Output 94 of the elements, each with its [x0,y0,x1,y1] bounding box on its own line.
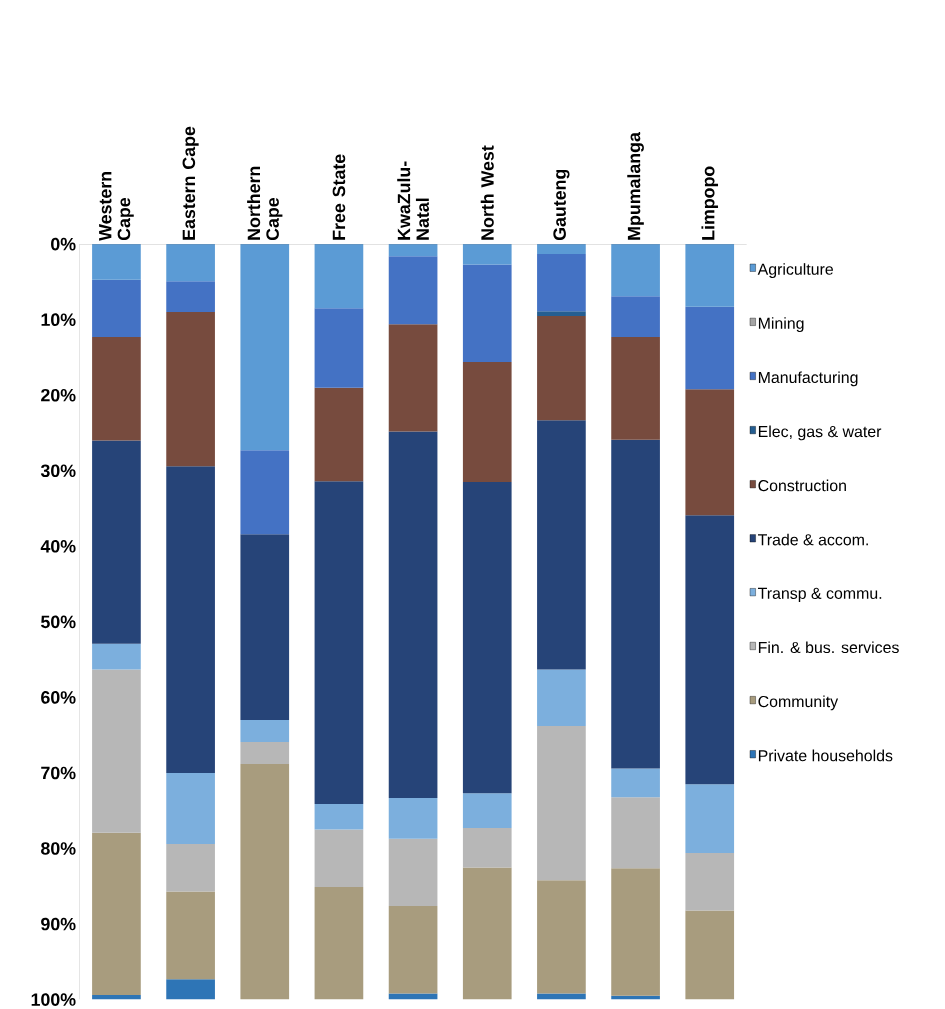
bar [388,431,438,798]
bar [92,279,141,338]
bar [463,482,512,794]
bar [537,726,586,881]
x-tick-label: Free State [332,154,346,240]
bar [166,979,216,1000]
y-tick-label: 70% [41,766,76,780]
bar [537,253,586,312]
bar [463,361,512,483]
legend-label: Community [758,695,839,711]
bar [314,481,364,804]
y-tick-label: 50% [41,615,76,629]
bar [611,337,661,440]
y-tick-label: 90% [41,917,76,931]
bar [166,891,216,980]
bar [463,867,512,1000]
legend-label: Trade & accom. [758,533,869,546]
bar [611,296,661,338]
bar [92,832,141,996]
bar [166,244,216,282]
bar [92,643,141,670]
y-tick-label: 40% [40,540,76,553]
y-tick-label: 30% [41,464,76,478]
x-tick-label: Mpumalanga [627,132,645,240]
bar [537,669,586,727]
bar [463,244,512,265]
bar [314,244,364,309]
bar [537,880,586,994]
bar [388,324,438,432]
bar [388,256,438,325]
y-tick-label: 20% [41,388,76,402]
y-tick-label: 0% [51,237,76,251]
bar [611,439,661,769]
legend-label: Fin. & bus. services [759,641,900,654]
bar [92,440,141,644]
bar [166,843,216,892]
bar [314,803,364,830]
x-tick-label: KwaZulu-Natal [397,161,430,240]
bar [685,244,735,307]
bar [685,910,735,1000]
x-tick-label: Eastern Cape [182,126,199,240]
bar [463,793,512,829]
legend-label: Mining [759,317,804,333]
bar [388,797,438,839]
y-tick-label: 10% [41,313,76,326]
bar [685,853,735,911]
bar [240,450,290,535]
bar [388,244,438,257]
bar [685,784,735,854]
bar [537,315,586,421]
legend-label: Elec, gas & water [759,425,882,441]
x-tick-label: North West [480,145,494,240]
bar [166,772,216,844]
bar [463,264,512,362]
x-tick-label: Gauteng [553,169,570,241]
bar [92,669,141,833]
bar [240,741,290,764]
bar [388,905,438,994]
legend-label: Construction [758,479,847,492]
bar [537,311,586,316]
bar [92,244,141,280]
bar [240,244,290,451]
bar [685,306,735,390]
bar [240,534,290,721]
bar [463,828,512,868]
bar [240,720,290,742]
x-tick-label: Western Cape [99,172,134,241]
bar [388,838,438,906]
bar [314,829,364,888]
bar [611,768,661,798]
bar [314,887,364,1000]
legend-label: Agriculture [757,263,834,278]
bar [314,308,364,388]
bar [166,281,216,313]
legend-label: Private households [759,749,893,762]
x-tick-label: Northern Cape [247,166,283,241]
bar [240,763,290,1000]
bar [166,466,216,773]
bar [685,389,735,516]
bar [611,244,661,297]
x-tick-label: Limpopo [701,166,719,240]
bar [685,515,735,785]
bar [314,387,364,482]
bar [537,244,586,254]
y-tick-label: 60% [41,691,76,704]
y-tick-label: 100% [31,993,76,1006]
bar [611,797,661,869]
bar [537,420,586,670]
y-tick-label: 80% [41,842,76,855]
bar [166,312,216,467]
legend-label: Manufacturing [759,371,858,387]
legend-label: Transp & commu. [758,587,882,603]
bar [92,337,141,441]
bar [611,868,661,996]
